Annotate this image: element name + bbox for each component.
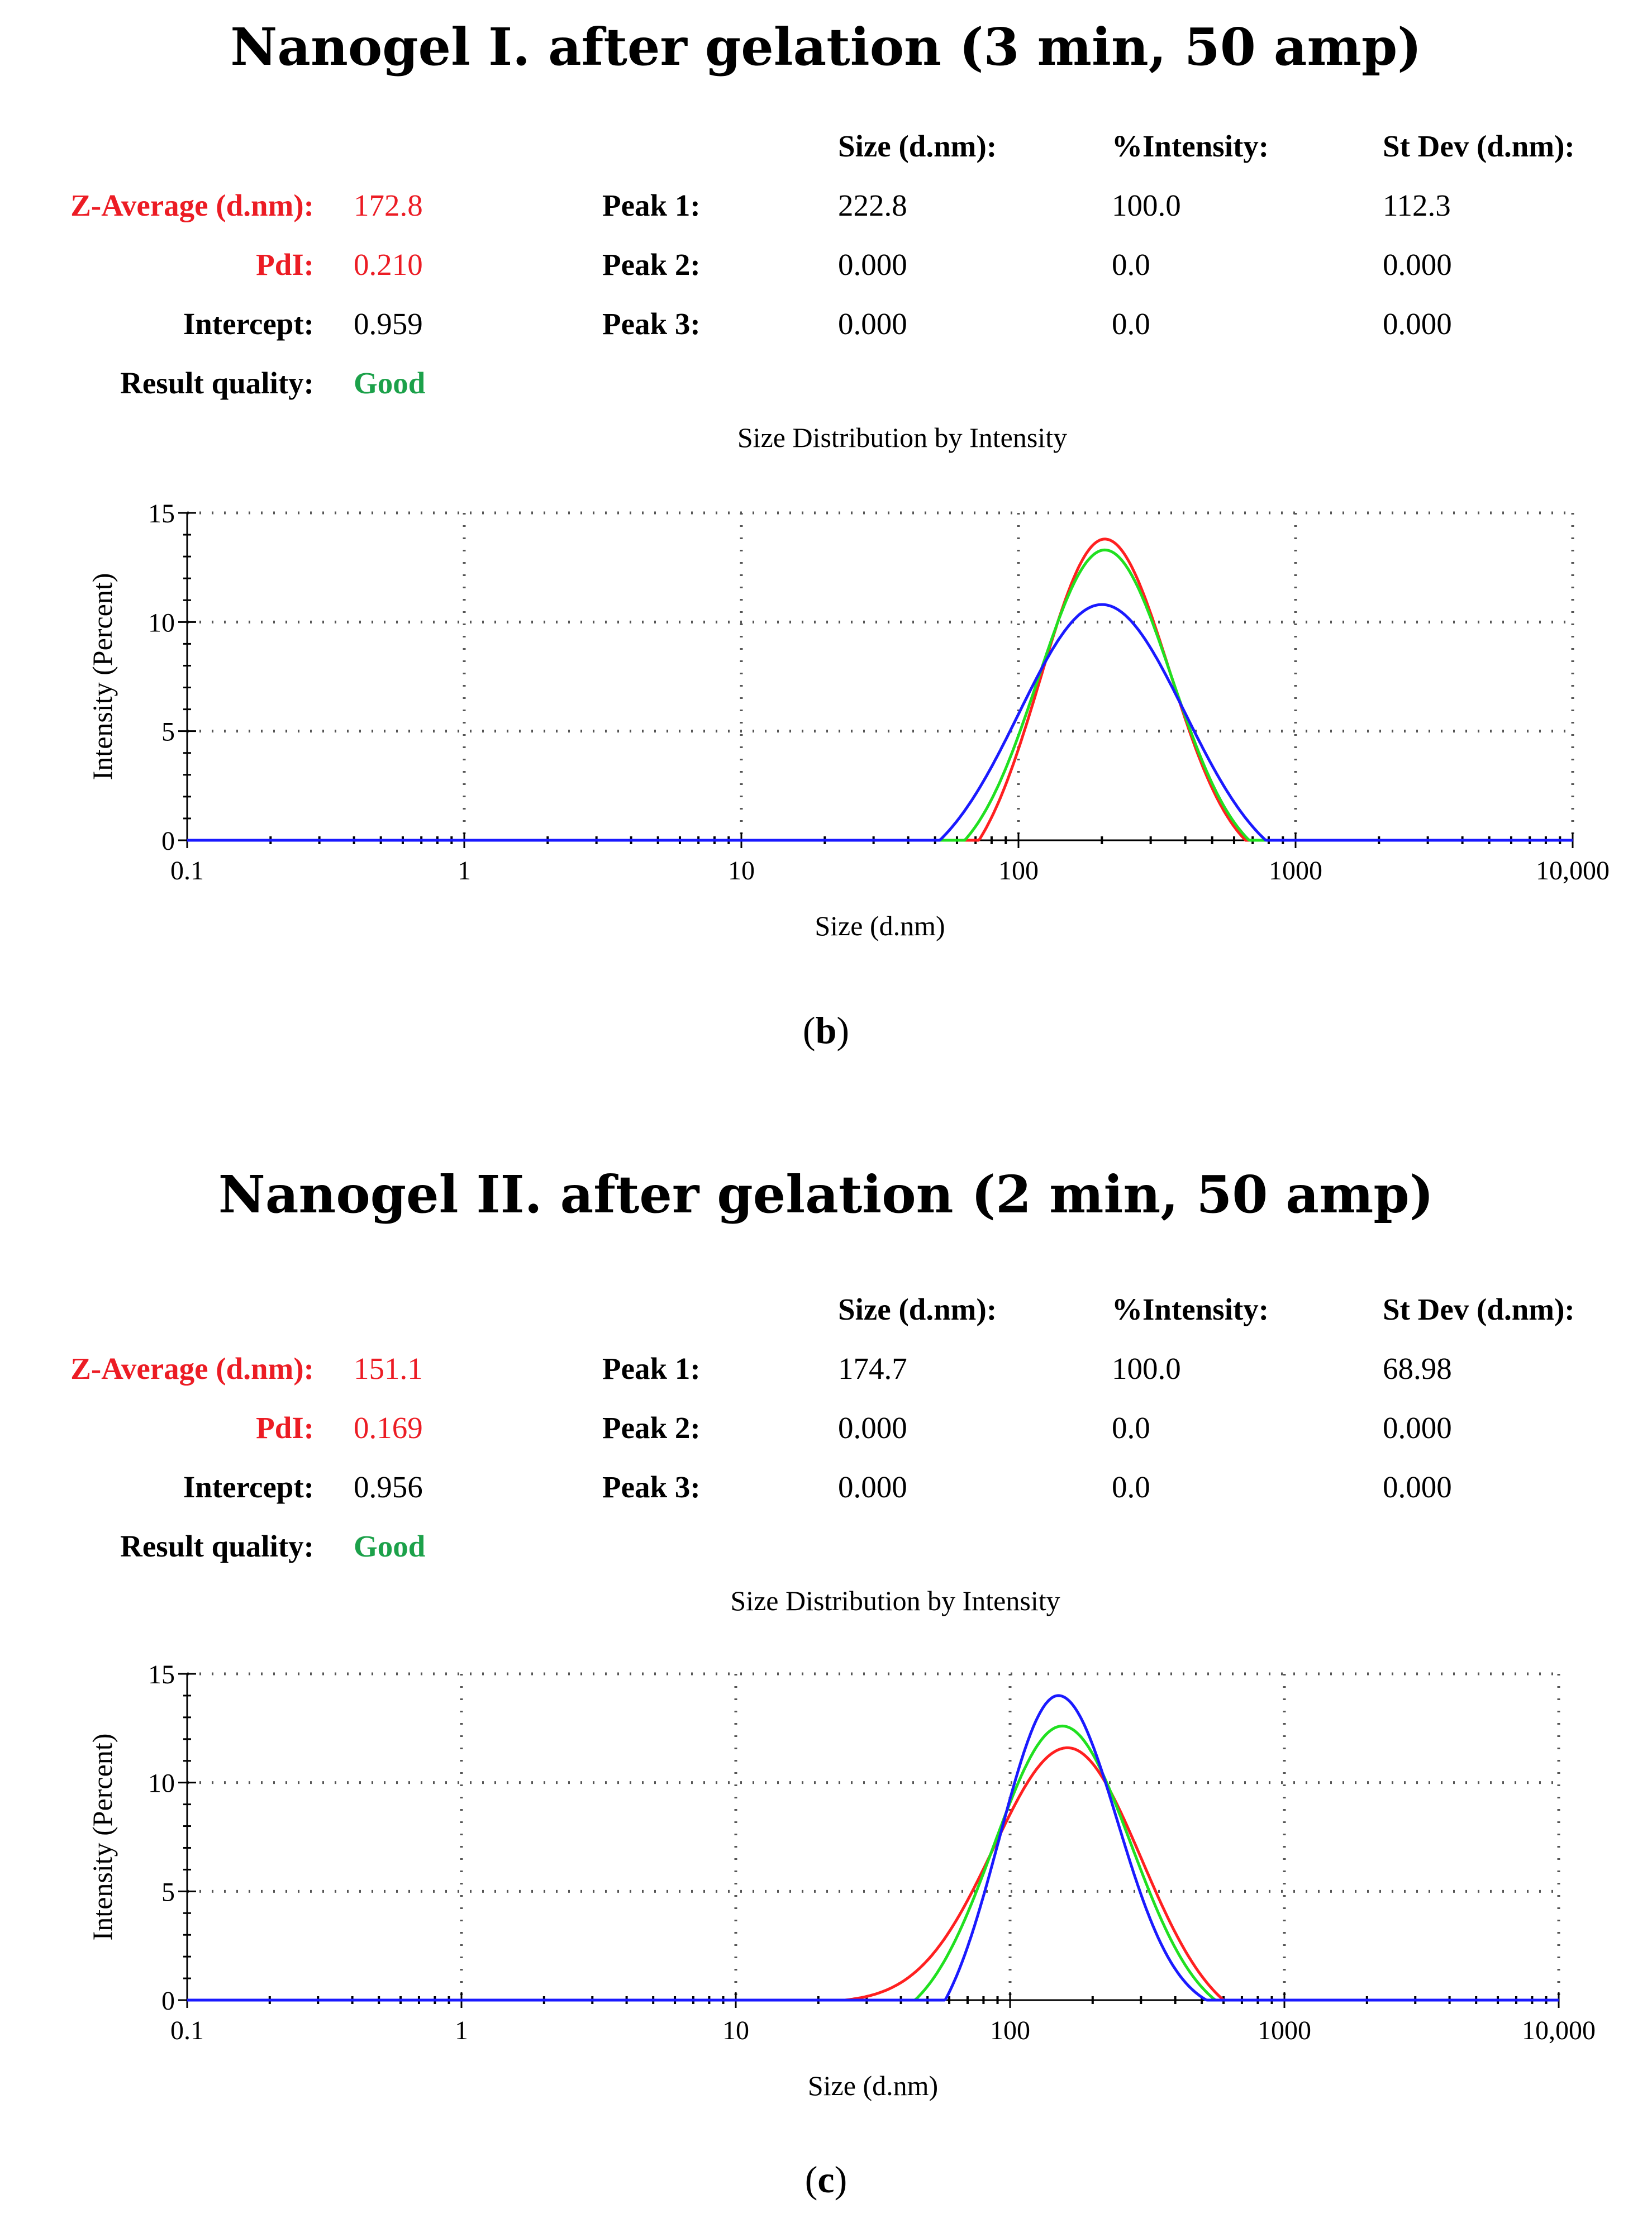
- intercept-label: Intercept:: [183, 307, 314, 341]
- pdi-value: 0.210: [354, 248, 423, 282]
- header-size: Size (d.nm):: [838, 129, 997, 163]
- chart-title: Size Distribution by Intensity: [737, 422, 1067, 453]
- panel-nanogel-1: Nanogel I. after gelation (3 min, 50 amp…: [0, 0, 1652, 1118]
- peak-1-size: 174.7: [838, 1351, 907, 1386]
- y-tick-label: 5: [161, 717, 175, 747]
- series-line-2: [187, 548, 1573, 842]
- peak-2-intensity: 0.0: [1112, 1411, 1150, 1445]
- pdi-label: PdI:: [256, 248, 314, 282]
- peak-3-stdev: 0.000: [1383, 307, 1452, 341]
- x-tick-label: 100: [998, 856, 1039, 886]
- header-stdev: St Dev (d.nm):: [1383, 1292, 1575, 1326]
- panel-caption: (c): [0, 2158, 1652, 2202]
- panel-nanogel-2: Nanogel II. after gelation (2 min, 50 am…: [0, 1118, 1652, 2237]
- peak-2-size: 0.000: [838, 1411, 907, 1445]
- x-tick-label: 10,000: [1536, 856, 1610, 886]
- caption-open: (: [804, 2158, 818, 2201]
- series-line-1: [187, 1746, 1559, 2002]
- x-tick-label: 0.1: [170, 2016, 204, 2045]
- peak-2-intensity: 0.0: [1112, 248, 1150, 282]
- z-average-value: 151.1: [354, 1351, 423, 1386]
- series-line-3: [187, 603, 1573, 842]
- x-axis-label: Size (d.nm): [815, 910, 945, 941]
- result-quality-value: Good: [354, 1529, 426, 1563]
- caption-close: ): [834, 2158, 848, 2201]
- peak-3-intensity: 0.0: [1112, 1470, 1150, 1504]
- header-size: Size (d.nm):: [838, 1292, 997, 1326]
- peak-3-intensity: 0.0: [1112, 307, 1150, 341]
- peak-1-intensity: 100.0: [1112, 1351, 1181, 1386]
- y-tick-label: 10: [148, 1769, 175, 1798]
- series-line-1: [187, 537, 1573, 842]
- intercept-value: 0.959: [354, 307, 423, 341]
- caption-close: ): [836, 1009, 850, 1051]
- peak-2-label: Peak 2:: [602, 1411, 701, 1445]
- peak-2-label: Peak 2:: [602, 248, 701, 282]
- peak-3-size: 0.000: [838, 307, 907, 341]
- intercept-label: Intercept:: [183, 1470, 314, 1504]
- y-tick-label: 0: [161, 826, 175, 856]
- caption-letter: c: [817, 2158, 835, 2201]
- peak-1-intensity: 100.0: [1112, 188, 1181, 222]
- z-average-label: Z-Average (d.nm):: [70, 1351, 314, 1386]
- series-line-3: [187, 1694, 1559, 2002]
- y-axis-label: Intensity (Percent): [87, 1734, 118, 1941]
- x-tick-label: 1000: [1269, 856, 1322, 886]
- pdi-label: PdI:: [256, 1411, 314, 1445]
- caption-open: (: [802, 1009, 816, 1051]
- y-tick-label: 0: [161, 1986, 175, 2016]
- result-quality-label: Result quality:: [120, 366, 314, 400]
- peak-3-label: Peak 3:: [602, 1470, 701, 1504]
- caption-letter: b: [815, 1009, 837, 1051]
- y-tick-label: 5: [161, 1877, 175, 1907]
- y-tick-label: 15: [148, 1660, 175, 1689]
- peak-3-label: Peak 3:: [602, 307, 701, 341]
- peak-3-stdev: 0.000: [1383, 1470, 1452, 1504]
- peak-3-size: 0.000: [838, 1470, 907, 1504]
- series-line-2: [187, 1724, 1559, 2002]
- chart-title: Size Distribution by Intensity: [730, 1585, 1060, 1616]
- x-tick-label: 10,000: [1522, 2016, 1596, 2045]
- peak-2-stdev: 0.000: [1383, 248, 1452, 282]
- peak-2-stdev: 0.000: [1383, 1411, 1452, 1445]
- x-tick-label: 1: [458, 856, 471, 886]
- peak-1-stdev: 68.98: [1383, 1351, 1452, 1386]
- panel-title: Nanogel I. after gelation (3 min, 50 amp…: [230, 17, 1422, 77]
- x-tick-label: 10: [722, 2016, 749, 2045]
- y-tick-label: 10: [148, 608, 175, 637]
- x-tick-label: 1: [455, 2016, 468, 2045]
- size-distribution-chart: Size Distribution by Intensity 0 5 10 15 0.1 1…: [87, 1585, 1596, 2101]
- x-axis-label: Size (d.nm): [808, 2070, 938, 2101]
- header-intensity: %Intensity:: [1112, 1292, 1269, 1326]
- peak-2-size: 0.000: [838, 248, 907, 282]
- header-intensity: %Intensity:: [1112, 129, 1269, 163]
- pdi-value: 0.169: [354, 1411, 423, 1445]
- header-stdev: St Dev (d.nm):: [1383, 129, 1575, 163]
- result-quality-value: Good: [354, 366, 426, 400]
- intercept-value: 0.956: [354, 1470, 423, 1504]
- x-tick-label: 1000: [1258, 2016, 1311, 2045]
- panel-title: Nanogel II. after gelation (2 min, 50 am…: [218, 1164, 1434, 1225]
- z-average-label: Z-Average (d.nm):: [70, 188, 314, 222]
- x-tick-label: 0.1: [170, 856, 204, 886]
- peak-1-label: Peak 1:: [602, 1351, 701, 1386]
- peak-1-stdev: 112.3: [1383, 188, 1451, 222]
- panel-caption: (b): [0, 1008, 1652, 1053]
- result-quality-label: Result quality:: [120, 1529, 314, 1563]
- x-tick-label: 10: [728, 856, 755, 886]
- y-tick-label: 15: [148, 499, 175, 529]
- x-tick-label: 100: [990, 2016, 1030, 2045]
- z-average-value: 172.8: [354, 188, 423, 222]
- y-axis-label: Intensity (Percent): [87, 573, 118, 780]
- peak-1-label: Peak 1:: [602, 188, 701, 222]
- peak-1-size: 222.8: [838, 188, 907, 222]
- size-distribution-chart: Size Distribution by Intensity 0 5 10 15 0.1 1…: [87, 422, 1610, 941]
